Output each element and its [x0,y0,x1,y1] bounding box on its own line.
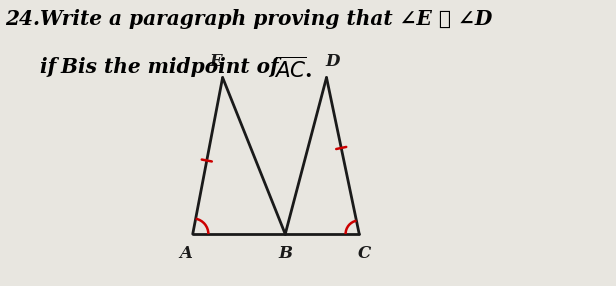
Text: if: if [40,57,63,77]
Text: A: A [179,245,192,263]
Text: 24.: 24. [5,9,47,29]
Text: C: C [359,245,371,263]
Text: B: B [278,245,292,263]
Text: Write a paragraph proving that ∠E ≅ ∠D: Write a paragraph proving that ∠E ≅ ∠D [40,9,492,29]
Text: $\overline{AC}$.: $\overline{AC}$. [274,57,313,83]
Text: B: B [60,57,78,77]
Text: is the midpoint of: is the midpoint of [71,57,285,77]
Text: E: E [209,53,222,70]
Text: D: D [325,53,339,70]
